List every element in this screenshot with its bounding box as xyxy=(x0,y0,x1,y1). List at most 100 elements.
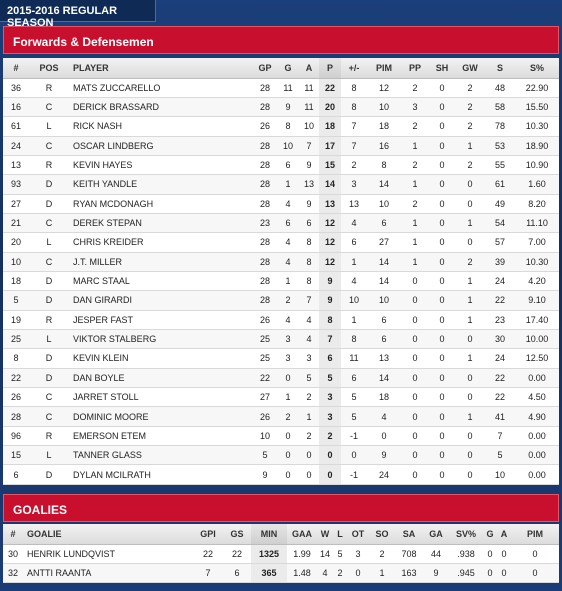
skaters-cell: R xyxy=(29,155,69,176)
skaters-cell: 5 xyxy=(299,368,319,389)
goalies-col-header[interactable]: GAA xyxy=(287,524,317,545)
skaters-cell: 0 xyxy=(429,387,455,408)
skaters-cell: 14 xyxy=(367,252,401,272)
skaters-cell: 25 xyxy=(253,329,277,350)
skaters-cell: 78 xyxy=(485,116,515,137)
skaters-cell: 8 xyxy=(299,271,319,292)
skaters-cell: 14 xyxy=(319,174,341,195)
skaters-cell: 0 xyxy=(401,271,429,292)
goalies-section-title: GOALIES xyxy=(3,494,559,522)
skaters-cell: 3 xyxy=(277,348,299,369)
skaters-cell: 0 xyxy=(429,406,455,427)
skaters-col-header[interactable]: GP xyxy=(253,58,277,79)
goalies-cell: 1.99 xyxy=(287,544,317,564)
skaters-cell: DAN GIRARDI xyxy=(69,290,253,311)
skaters-col-header[interactable]: SH xyxy=(429,58,455,79)
skaters-cell: 1 xyxy=(455,213,485,234)
skaters-cell: D xyxy=(29,368,69,389)
skaters-cell: 0 xyxy=(401,310,429,330)
skaters-cell: 0 xyxy=(429,155,455,176)
skaters-cell: 9 xyxy=(299,194,319,214)
skaters-cell: 24 xyxy=(3,136,29,156)
skaters-col-header[interactable]: # xyxy=(3,58,29,79)
skaters-cell: 8 xyxy=(299,232,319,253)
skaters-cell: C xyxy=(29,387,69,408)
goalies-col-header[interactable]: GA xyxy=(423,524,449,545)
goalies-col-header[interactable]: G xyxy=(483,524,497,545)
goalies-cell: 4 xyxy=(317,563,333,583)
goalies-cell: 32 xyxy=(3,563,23,583)
skaters-cell: 0 xyxy=(299,445,319,466)
goalies-col-header[interactable]: SV% xyxy=(449,524,483,545)
skaters-cell: 28 xyxy=(3,406,29,427)
goalies-col-header[interactable]: SO xyxy=(369,524,395,545)
skaters-cell: 5 xyxy=(3,290,29,311)
skaters-cell: 28 xyxy=(253,194,277,214)
goalies-col-header[interactable]: L xyxy=(333,524,347,545)
skaters-cell: 4.50 xyxy=(515,387,559,408)
skaters-cell: 27 xyxy=(3,194,29,214)
skaters-cell: JESPER FAST xyxy=(69,310,253,330)
skaters-cell: 2 xyxy=(341,155,367,176)
goalies-cell: 30 xyxy=(3,544,23,564)
skaters-cell: 28 xyxy=(253,136,277,156)
skaters-cell: 0 xyxy=(319,464,341,485)
skaters-cell: 22 xyxy=(253,368,277,389)
skaters-cell: KEVIN HAYES xyxy=(69,155,253,176)
skaters-cell: 0.00 xyxy=(515,368,559,389)
skaters-col-header[interactable]: POS xyxy=(29,58,69,79)
goalies-col-header[interactable]: SA xyxy=(395,524,423,545)
skaters-col-header[interactable]: PP xyxy=(401,58,429,79)
season-tab[interactable]: 2015-2016 REGULAR SEASON xyxy=(0,0,156,29)
skaters-col-header[interactable]: PIM xyxy=(367,58,401,79)
skaters-cell: D xyxy=(29,290,69,311)
skaters-cell: 9 xyxy=(253,464,277,485)
goalies-col-header[interactable]: W xyxy=(317,524,333,545)
skaters-cell: 28 xyxy=(253,271,277,292)
skaters-cell: 28 xyxy=(253,78,277,98)
skaters-col-header[interactable]: A xyxy=(299,58,319,79)
skaters-col-header[interactable]: +/- xyxy=(341,58,367,79)
skaters-cell: 4 xyxy=(341,213,367,234)
skaters-cell: -1 xyxy=(341,426,367,447)
goalies-col-header[interactable]: MIN xyxy=(251,524,287,545)
skaters-col-header[interactable]: S xyxy=(485,58,515,79)
goalies-col-header[interactable]: GOALIE xyxy=(23,524,193,545)
skaters-col-header[interactable]: PLAYER xyxy=(69,58,253,79)
skaters-cell: 93 xyxy=(3,174,29,195)
skaters-cell: OSCAR LINDBERG xyxy=(69,136,253,156)
skaters-cell: 3 xyxy=(401,97,429,118)
skaters-header-row: # POS PLAYER GP G A P +/- PIM PP SH GW S S% xyxy=(3,58,559,79)
skaters-cell: DEREK STEPAN xyxy=(69,213,253,234)
goalies-cell: 708 xyxy=(395,544,423,564)
skaters-cell: 13 xyxy=(3,155,29,176)
skaters-cell: 1 xyxy=(341,252,367,272)
skaters-cell: 7 xyxy=(299,136,319,156)
goalies-col-header[interactable]: PIM xyxy=(511,524,559,545)
skaters-cell: -1 xyxy=(341,464,367,485)
skaters-cell: 27 xyxy=(367,232,401,253)
skaters-col-header[interactable]: S% xyxy=(515,58,559,79)
skaters-cell: 14 xyxy=(367,368,401,389)
skaters-col-header[interactable]: G xyxy=(277,58,299,79)
goalies-col-header[interactable]: A xyxy=(497,524,511,545)
skaters-cell: 2 xyxy=(277,406,299,427)
skaters-cell: 14 xyxy=(367,271,401,292)
skaters-col-header[interactable]: P xyxy=(319,58,341,79)
goalies-col-header[interactable]: # xyxy=(3,524,23,545)
skaters-cell: 1 xyxy=(401,213,429,234)
skaters-col-header[interactable]: GW xyxy=(455,58,485,79)
skaters-cell: 22 xyxy=(319,78,341,98)
goalies-col-header[interactable]: GPI xyxy=(193,524,223,545)
skaters-cell: 17 xyxy=(319,136,341,156)
skaters-section-title: Forwards & Defensemen xyxy=(3,26,559,54)
skaters-cell: 6 xyxy=(367,329,401,350)
skaters-cell: 0 xyxy=(429,194,455,214)
skaters-cell: 0 xyxy=(429,252,455,272)
skaters-cell: 2 xyxy=(299,426,319,447)
goalies-col-header[interactable]: GS xyxy=(223,524,251,545)
skaters-cell: C xyxy=(29,406,69,427)
goalies-col-header[interactable]: OT xyxy=(347,524,369,545)
skaters-cell: 4.20 xyxy=(515,271,559,292)
skaters-cell: 0 xyxy=(367,426,401,447)
